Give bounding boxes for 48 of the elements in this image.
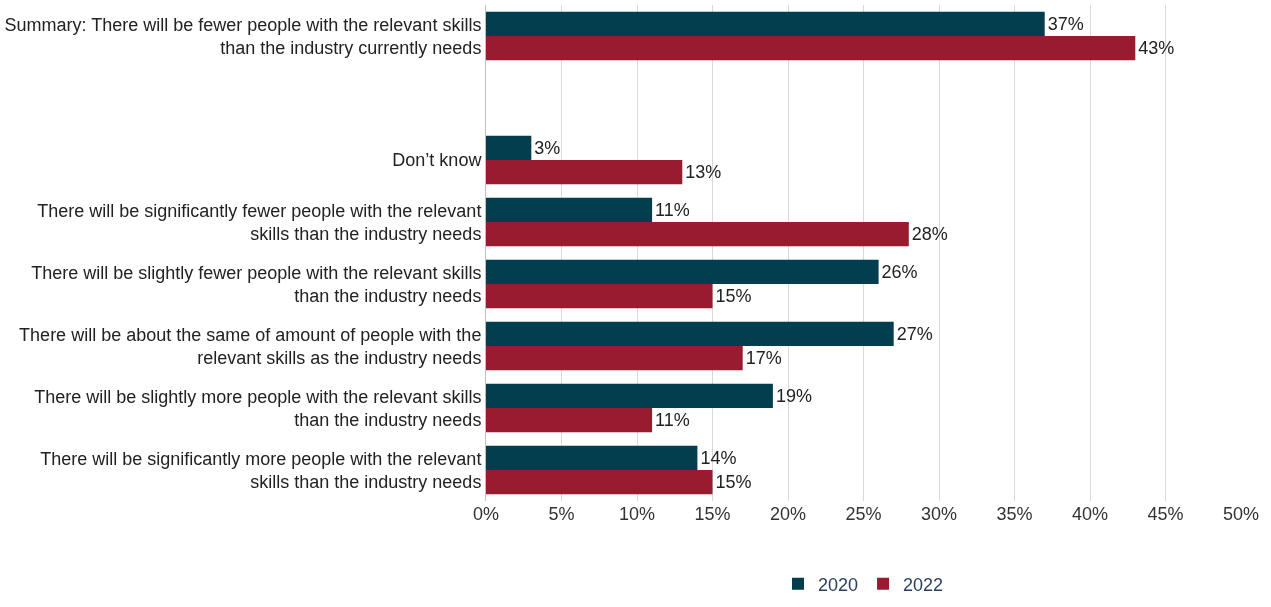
x-tick-label: 15% [694,504,731,524]
y-tick-label: Summary: There will be fewer people with the relevant skills than the industry currently needs [4,14,482,58]
data-label: 37% [1047,13,1084,34]
x-tick-label: 45% [1147,504,1184,524]
data-label: 26% [881,261,918,282]
data-label: 43% [1138,38,1175,59]
data-label: 19% [775,385,812,406]
data-label: 11% [655,199,690,220]
bar [486,346,743,371]
bar [486,135,532,160]
bar [486,197,653,222]
data-label: 14% [700,447,737,468]
legend-label: 2022 [903,574,944,595]
bar [486,470,713,495]
data-label: 13% [685,162,722,183]
bar [486,321,894,346]
data-label: 15% [715,472,752,493]
bar [486,36,1136,61]
y-tick-label: Don’t know [392,150,483,171]
bar [486,160,683,185]
bar [486,408,653,433]
x-tick-label: 35% [996,504,1033,524]
data-label: 11% [655,410,690,431]
bar [486,222,909,247]
y-tick-label: There will be slightly fewer people with the relevant skills than the industry needs [31,262,482,306]
x-tick-label: 5% [548,504,575,524]
y-tick-label: There will be about the same of amount of people with the relevant skills as the industry needs [19,324,482,368]
data-label: 15% [715,286,752,307]
data-label: 27% [896,323,933,344]
bar [486,284,713,309]
y-tick-label: There will be significantly fewer people with the relevant skills than the industry needs [37,200,482,244]
bar [486,445,698,470]
x-tick-label: 10% [618,504,656,524]
x-tick-label: 25% [845,504,882,524]
data-label: 3% [534,137,561,158]
x-tick-label: 30% [920,504,958,524]
legend-label: 2020 [818,574,859,595]
data-label: 17% [745,348,782,369]
data-label: 28% [911,224,948,245]
y-tick-label: There will be significantly more people with the relevant skills than the industry needs [40,448,482,492]
x-tick-label: 40% [1071,504,1109,524]
y-tick-label: There will be slightly more people with the relevant skills than the industry needs [34,386,482,430]
bar [486,383,773,408]
x-tick-label: 0% [472,504,500,524]
x-tick-label: 20% [769,504,807,524]
x-tick-label: 50% [1222,504,1260,524]
bar [486,11,1045,36]
bar [486,259,879,284]
